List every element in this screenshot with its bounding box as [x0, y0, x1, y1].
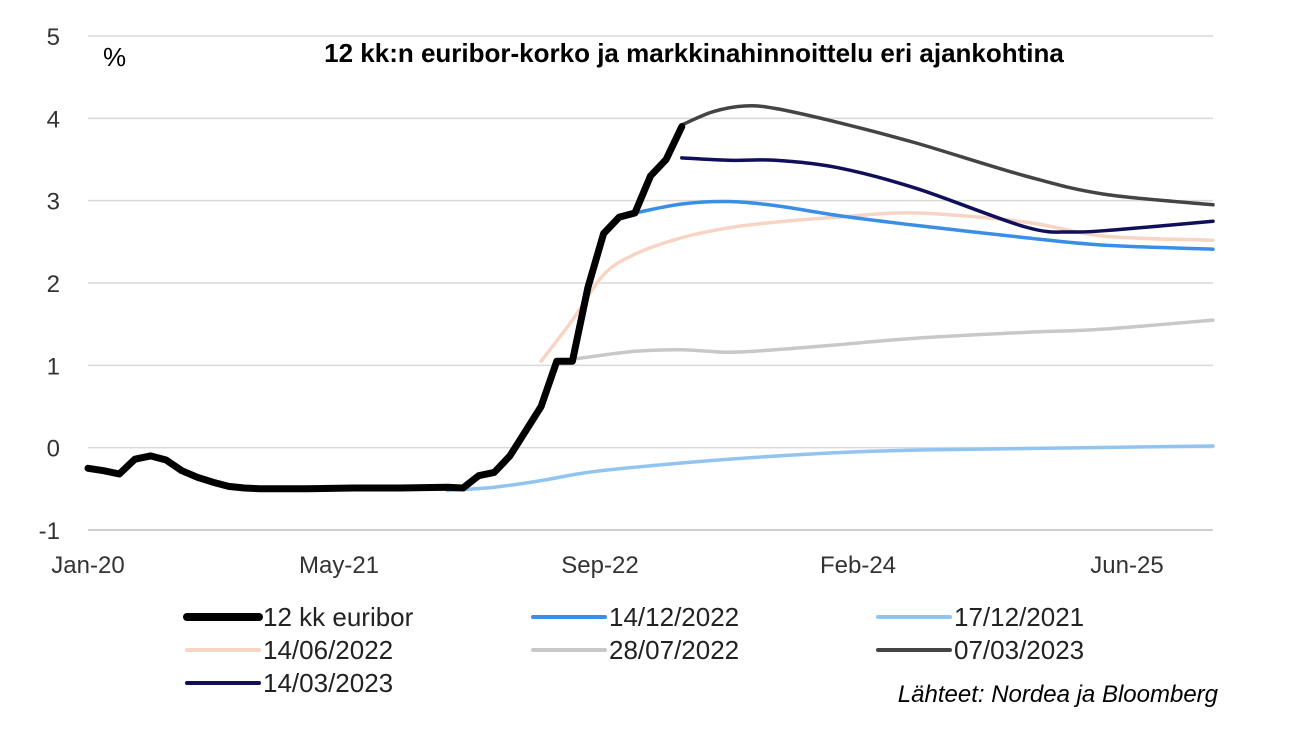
- x-tick-label: May-21: [299, 552, 379, 579]
- series-line-14-06-2022: [539, 211, 1215, 363]
- y-tick-label: 3: [47, 189, 60, 216]
- series-line-07-03-2023: [680, 103, 1215, 207]
- x-tick-label: Sep-22: [561, 552, 638, 579]
- chart-title: 12 kk:n euribor-korko ja markkinahinnoit…: [324, 38, 1064, 68]
- series-line-12-kk-euribor: [84, 123, 686, 493]
- source-note: Lähteet: Nordea ja Bloomberg: [898, 681, 1219, 708]
- x-tick-label: Jan-20: [51, 552, 124, 579]
- series-line-28-07-2022: [555, 318, 1215, 363]
- series-line-17-12-2021: [445, 444, 1215, 493]
- y-tick-label: 2: [47, 271, 60, 298]
- legend-label: 14/06/2022: [263, 635, 393, 665]
- legend-label: 07/03/2023: [954, 635, 1084, 665]
- legend: 12 kk euribor 14/12/2022 17/12/2021 14/06/2…: [183, 602, 1084, 698]
- gridlines: [88, 35, 1213, 449]
- series-line-14-03-2023: [680, 156, 1215, 234]
- series-line-14-12-2022: [633, 199, 1215, 251]
- y-tick-label: 4: [47, 106, 60, 133]
- y-tick-label: 1: [47, 353, 60, 380]
- y-tick-label: -1: [39, 518, 60, 545]
- x-tick-label: Feb-24: [820, 552, 896, 579]
- series-lines: [84, 103, 1215, 493]
- x-tick-labels: Jan-20 May-21 Sep-22 Feb-24 Jun-25: [51, 552, 1163, 579]
- legend-label: 14/03/2023: [263, 668, 393, 698]
- unit-label: %: [103, 42, 126, 72]
- legend-label: 28/07/2022: [609, 635, 739, 665]
- legend-label: 12 kk euribor: [263, 602, 414, 632]
- y-tick-labels: -1 0 1 2 3 4 5: [39, 24, 60, 545]
- y-tick-label: 0: [47, 436, 60, 463]
- legend-label: 17/12/2021: [954, 602, 1084, 632]
- legend-label: 14/12/2022: [609, 602, 739, 632]
- x-tick-label: Jun-25: [1090, 552, 1163, 579]
- y-tick-label: 5: [47, 24, 60, 51]
